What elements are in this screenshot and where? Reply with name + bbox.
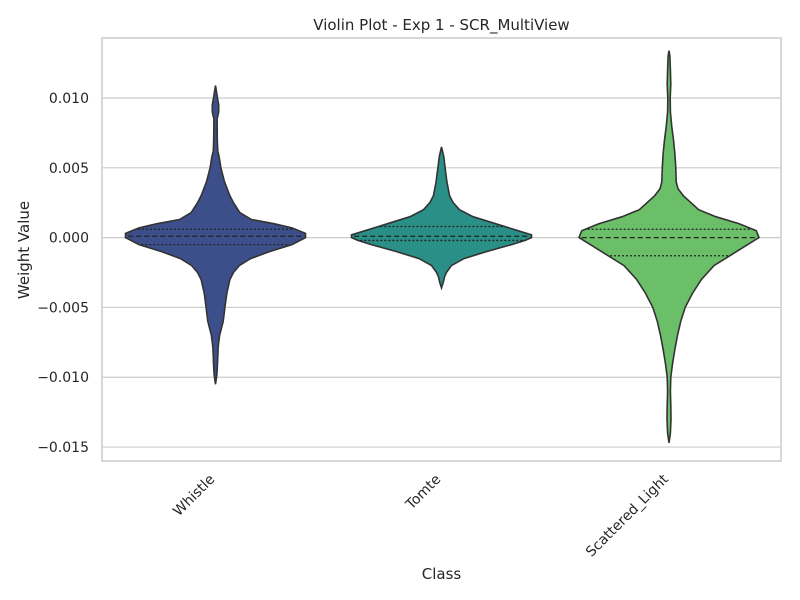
x-tick-label: Tomte xyxy=(402,472,444,514)
violin-whistle xyxy=(124,85,307,385)
violins xyxy=(124,50,760,444)
y-tick-labels: −0.015 −0.010 −0.005 0.000 0.005 0.010 xyxy=(37,91,89,456)
violin-tomte xyxy=(350,146,533,291)
y-tick-label: 0.005 xyxy=(49,161,89,177)
y-tick-label: 0.000 xyxy=(49,231,89,247)
y-tick-label: −0.010 xyxy=(37,370,89,386)
chart-title: Violin Plot - Exp 1 - SCR_MultiView xyxy=(313,16,569,35)
x-tick-labels: Whistle Tomte Scattered_Light xyxy=(170,471,672,560)
y-tick-label: −0.005 xyxy=(37,300,89,316)
x-tick-label: Whistle xyxy=(170,472,218,520)
x-tick-label: Scattered_Light xyxy=(583,471,672,560)
y-tick-label: 0.010 xyxy=(49,91,89,107)
y-axis-label: Weight Value xyxy=(15,201,33,299)
y-tick-label: −0.015 xyxy=(37,440,89,456)
plot-frame xyxy=(101,37,782,462)
violin-scattered-light xyxy=(578,50,760,444)
x-axis-label: Class xyxy=(422,565,462,583)
